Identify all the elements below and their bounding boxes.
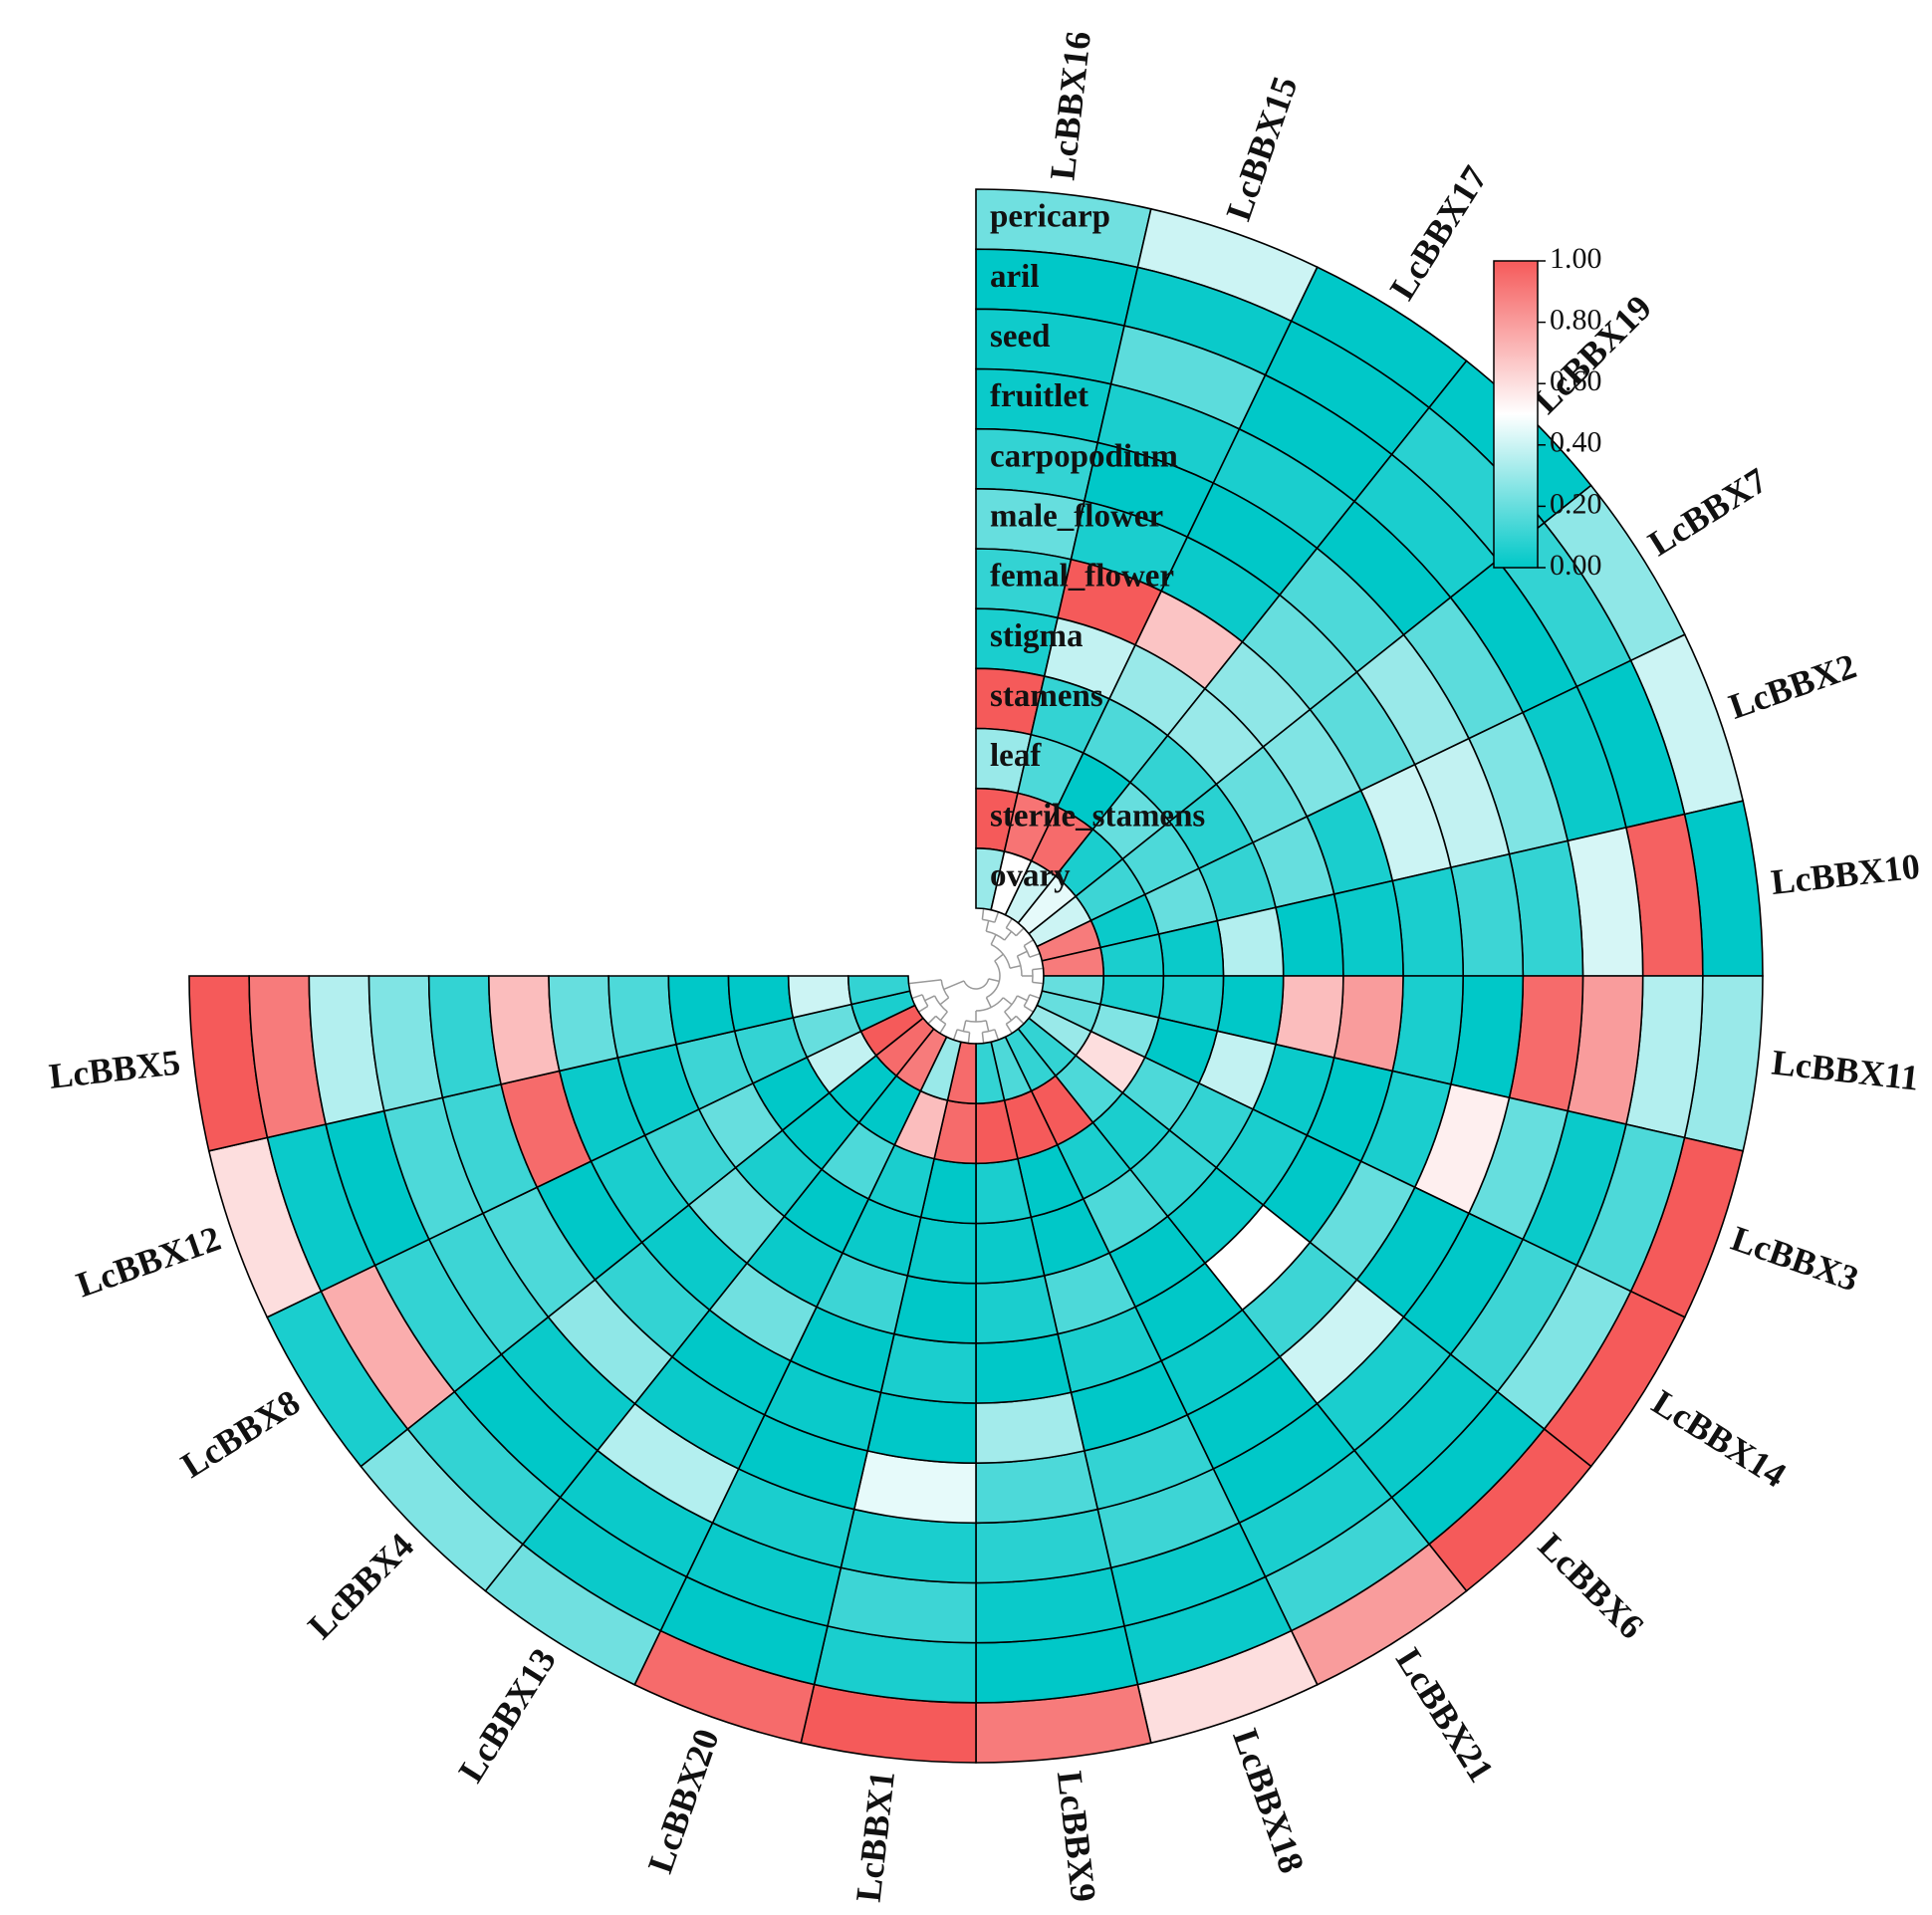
heatmap-cells	[188, 188, 1764, 1764]
gene-label-LcBBX8: LcBBX8	[174, 1382, 307, 1486]
gene-label-LcBBX14: LcBBX14	[1645, 1382, 1793, 1496]
tissue-label-stamens: stamens	[990, 678, 1103, 714]
gene-label-LcBBX13: LcBBX13	[450, 1641, 564, 1789]
cell-LcBBX9-femal_flower	[975, 1332, 1073, 1404]
tissue-label-fruitlet: fruitlet	[990, 378, 1088, 414]
tissue-label-sterile_stamens: sterile_stamens	[990, 798, 1205, 834]
gene-label-LcBBX21: LcBBX21	[1388, 1641, 1502, 1789]
tissue-label-pericarp: pericarp	[990, 199, 1110, 235]
gene-label-LcBBX1: LcBBX1	[848, 1769, 903, 1904]
gene-label-LcBBX18: LcBBX18	[1225, 1724, 1312, 1878]
cell-LcBBX5-stigma	[607, 975, 678, 1060]
gene-label-LcBBX7: LcBBX7	[1641, 460, 1774, 564]
tissue-label-ovary: ovary	[990, 857, 1071, 893]
cell-LcBBX5-femal_flower	[548, 975, 619, 1073]
colorbar-gradient	[1493, 260, 1539, 569]
dendrogram	[908, 908, 1044, 1044]
gene-label-LcBBX6: LcBBX6	[1531, 1526, 1652, 1647]
cell-LcBBX10-stamens	[1216, 906, 1285, 977]
colorbar-tick-label-1.00: 1.00	[1550, 242, 1602, 275]
gene-label-LcBBX20: LcBBX20	[640, 1724, 727, 1878]
tissue-labels: pericarp aril seed fruitlet carpopodium male_…	[990, 199, 1205, 894]
tissue-label-seed: seed	[990, 319, 1051, 355]
tissue-label-leaf: leaf	[990, 738, 1042, 774]
gene-label-LcBBX5: LcBBX5	[47, 1042, 182, 1096]
cell-LcBBX10-femal_flower	[1332, 879, 1404, 977]
gene-label-LcBBX12: LcBBX12	[72, 1218, 226, 1305]
colorbar-tick-label-0.80: 0.80	[1550, 303, 1602, 336]
gene-label-LcBBX2: LcBBX2	[1724, 645, 1861, 726]
colorbar-tick-label-0.20: 0.20	[1550, 487, 1602, 520]
cell-LcBBX5-stamens	[667, 975, 736, 1046]
tissue-label-aril: aril	[990, 259, 1039, 295]
cell-LcBBX11-stigma	[1274, 975, 1344, 1060]
gene-label-LcBBX4: LcBBX4	[300, 1526, 421, 1647]
gene-label-LcBBX10: LcBBX10	[1769, 846, 1922, 903]
gene-label-LcBBX11: LcBBX11	[1770, 1042, 1921, 1097]
cell-LcBBX9-stigma	[975, 1274, 1060, 1344]
cell-LcBBX9-stamens	[975, 1216, 1046, 1285]
gene-label-LcBBX15: LcBBX15	[1218, 72, 1305, 226]
cell-LcBBX5-ovary	[847, 975, 911, 1006]
tissue-label-stigma: stigma	[990, 618, 1084, 654]
colorbar-tick-label-0.60: 0.60	[1550, 364, 1602, 397]
tissue-label-carpopodium: carpopodium	[990, 438, 1178, 474]
cell-LcBBX10-stigma	[1274, 892, 1344, 977]
tissue-label-male_flower: male_flower	[990, 498, 1163, 534]
cell-LcBBX11-femal_flower	[1332, 975, 1404, 1073]
tissue-label-femal_flower: femal_flower	[990, 559, 1174, 595]
gene-label-LcBBX17: LcBBX17	[1382, 159, 1496, 307]
color-legend: 0.00 0.20 0.40 0.60 0.80 1.00	[1493, 242, 1602, 582]
cell-LcBBX1-stigma	[892, 1274, 977, 1344]
cell-LcBBX1-femal_flower	[879, 1332, 977, 1404]
gene-label-LcBBX16: LcBBX16	[1042, 29, 1098, 182]
gene-label-LcBBX3: LcBBX3	[1727, 1218, 1864, 1299]
gene-label-LcBBX9: LcBBX9	[1050, 1769, 1104, 1904]
colorbar-tick-label-0.00: 0.00	[1550, 549, 1602, 582]
colorbar-tick-label-0.40: 0.40	[1550, 426, 1602, 459]
